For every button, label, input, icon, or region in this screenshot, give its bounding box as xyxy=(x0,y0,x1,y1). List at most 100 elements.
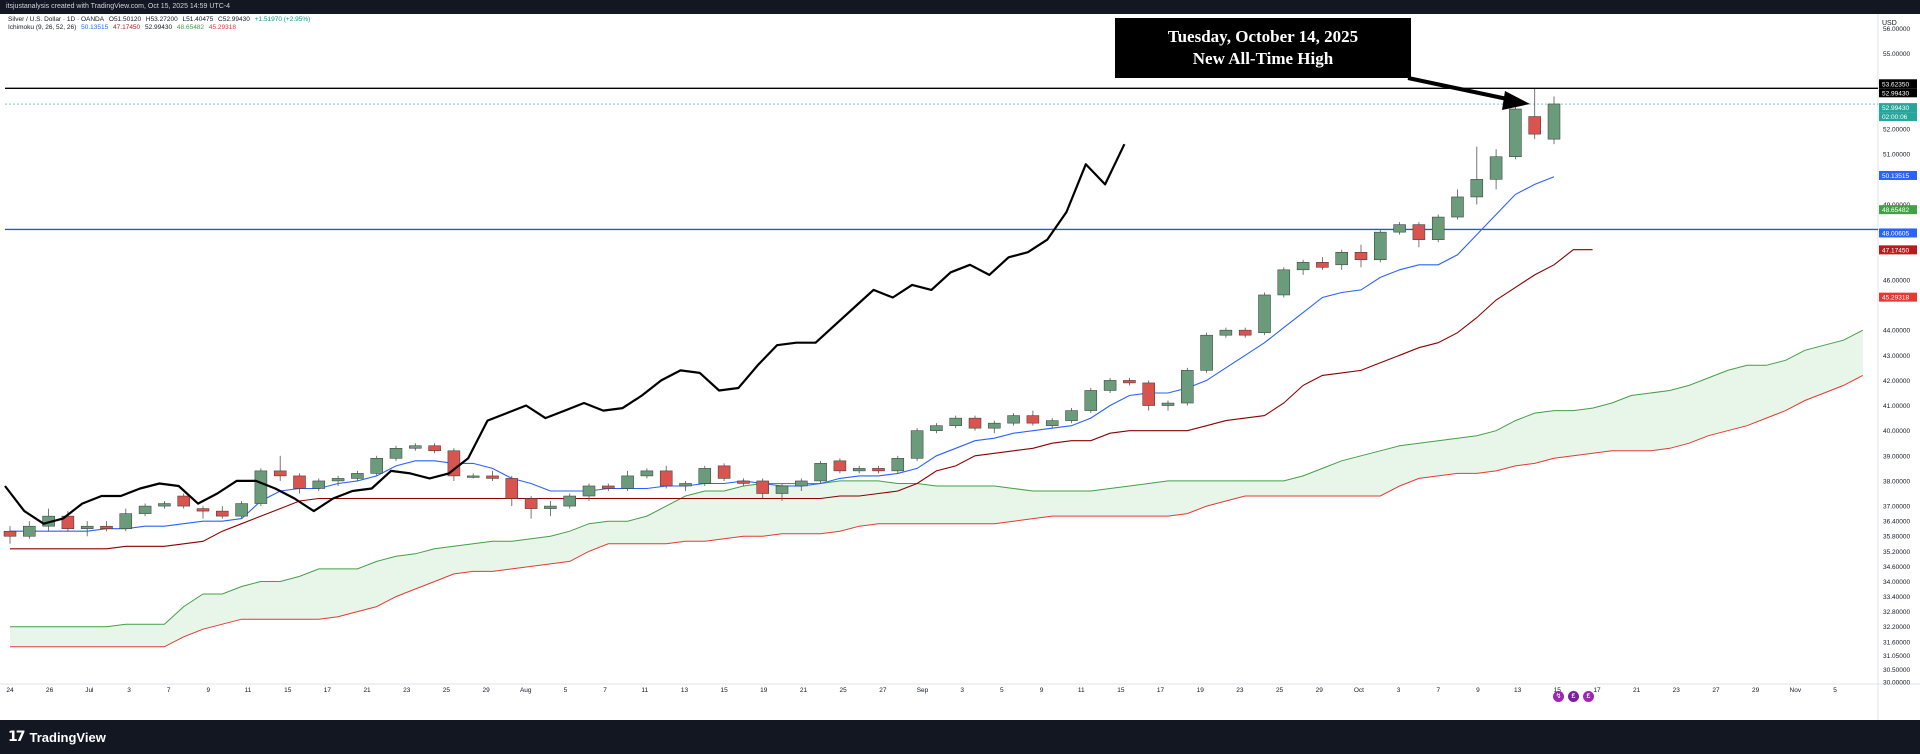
annotation-arrow-line xyxy=(1407,76,1513,102)
candle-body xyxy=(80,525,94,529)
price-tag-label: 02:00:06 xyxy=(1882,114,1908,121)
senkou-span-b-line xyxy=(10,374,1864,648)
candle-body xyxy=(679,483,692,487)
time-tick-label: 3 xyxy=(127,687,131,694)
price-chart[interactable]: 56.0000055.0000052.0000051.0000049.00000… xyxy=(0,14,1920,720)
candle-body xyxy=(1123,380,1136,384)
time-tick-label: 15 xyxy=(721,687,729,694)
event-icon-2[interactable]: ₤ xyxy=(1568,691,1579,702)
candle-body xyxy=(1354,251,1368,261)
candle-body xyxy=(1161,402,1175,406)
time-tick-label: 9 xyxy=(1040,687,1044,694)
brand-name: TradingView xyxy=(29,729,106,745)
candle-body xyxy=(1142,382,1155,406)
candle-body xyxy=(872,468,885,472)
time-tick-label: 26 xyxy=(46,687,54,694)
time-tick-label: 5 xyxy=(564,687,568,694)
candle-body xyxy=(428,445,441,452)
time-tick-label: 23 xyxy=(1236,687,1244,694)
candle-body xyxy=(1045,420,1059,426)
candle-body xyxy=(640,470,654,477)
event-icon-1[interactable]: ↯ xyxy=(1553,691,1564,702)
candle-body xyxy=(1219,329,1233,336)
ohlc-high: H53.27200 xyxy=(145,16,178,23)
top-bar: itsjustanalysis created with TradingView… xyxy=(0,0,1920,14)
indicator-name: Ichimoku (9, 26, 52, 26) xyxy=(8,24,77,31)
candle-body xyxy=(486,475,499,479)
price-tag-label: 48.65482 xyxy=(1882,207,1909,214)
indicator-value-tenkan: 50.13515 xyxy=(81,24,109,31)
candle-body xyxy=(852,468,866,472)
time-tick-label: 25 xyxy=(443,687,451,694)
price-tag-bg xyxy=(1879,79,1917,89)
tradingview-logo[interactable]: 17 TradingView xyxy=(8,729,106,745)
annotation-callout[interactable]: Tuesday, October 14, 2025 New All-Time H… xyxy=(1115,18,1411,78)
candle-body xyxy=(61,515,75,529)
event-icons: ↯ ₤ ₤ xyxy=(1553,691,1594,702)
price-tag-bg xyxy=(1879,245,1917,255)
candle-body xyxy=(833,460,847,472)
candle-body xyxy=(389,448,403,459)
header-text: itsjustanalysis created with TradingView… xyxy=(6,3,230,10)
indicator-legend: Ichimoku (9, 26, 52, 26) 50.13515 47.174… xyxy=(8,24,239,31)
annotation-arrow-head xyxy=(1502,91,1530,110)
time-tick-label: 11 xyxy=(245,687,252,694)
time-tick-label: 21 xyxy=(1633,687,1641,694)
symbol-legend: Silver / U.S. Dollar · 1D · OANDA O51.50… xyxy=(8,16,313,23)
indicator-value-kijun: 47.17450 xyxy=(113,24,141,31)
candle-body xyxy=(119,513,133,529)
ichimoku-cloud xyxy=(10,330,1863,647)
price-tick-label: 46.00000 xyxy=(1883,277,1910,284)
candle-body xyxy=(602,485,615,489)
price-tag-label: 52.99430 xyxy=(1882,105,1909,112)
candle-body xyxy=(235,503,248,517)
candle-body xyxy=(158,503,171,507)
candle-body xyxy=(544,505,557,509)
candle-body xyxy=(1026,415,1040,424)
candle-body xyxy=(1296,262,1310,271)
price-tick-label: 30.00000 xyxy=(1883,680,1910,687)
price-tick-label: 34.00000 xyxy=(1883,579,1910,586)
candle-body xyxy=(1238,329,1252,336)
price-tick-label: 35.20000 xyxy=(1883,549,1910,556)
time-tick-label: 11 xyxy=(641,687,648,694)
candle-body xyxy=(216,510,229,517)
candle-body xyxy=(756,480,769,494)
time-tick-label: 9 xyxy=(207,687,211,694)
price-tick-label: 31.60000 xyxy=(1883,639,1910,646)
candle-body xyxy=(795,480,808,487)
time-tick-label: 29 xyxy=(482,687,490,694)
candle-body xyxy=(930,425,943,431)
price-tag-bg xyxy=(1879,88,1917,98)
time-tick-label: Sep xyxy=(917,687,929,694)
price-tick-label: 35.80000 xyxy=(1883,534,1910,541)
candle-body xyxy=(1335,251,1348,266)
overlay-price-line xyxy=(4,143,1126,525)
price-tick-label: 37.00000 xyxy=(1883,504,1910,511)
candle-body xyxy=(1084,390,1098,411)
price-tag-bg xyxy=(1879,112,1917,122)
time-tick-label: 23 xyxy=(1673,687,1681,694)
time-tick-label: 11 xyxy=(1078,687,1085,694)
time-tick-label: 25 xyxy=(840,687,848,694)
ohlc-open: O51.50120 xyxy=(108,16,142,23)
price-tick-label: 43.00000 xyxy=(1883,353,1910,360)
indicator-value-spanB: 45.29318 xyxy=(208,24,236,31)
price-tick-label: 52.00000 xyxy=(1883,127,1910,134)
price-tag-label: 50.13515 xyxy=(1882,173,1909,180)
currency-label: USD xyxy=(1882,20,1897,27)
time-tick-label: 5 xyxy=(1000,687,1004,694)
candle-body xyxy=(524,498,538,509)
time-tick-label: 27 xyxy=(879,687,887,694)
candle-body xyxy=(659,470,673,487)
annotation-line-2: New All-Time High xyxy=(1192,49,1334,68)
candle-body xyxy=(138,505,152,514)
candle-body xyxy=(1509,108,1522,157)
price-tick-label: 32.20000 xyxy=(1883,624,1910,631)
time-tick-label: 25 xyxy=(1276,687,1284,694)
event-icon-3[interactable]: ₤ xyxy=(1583,691,1594,702)
time-tick-label: 29 xyxy=(1316,687,1324,694)
chart-frame[interactable]: 56.0000055.0000052.0000051.0000049.00000… xyxy=(0,14,1920,720)
price-tag-label: 53.62350 xyxy=(1882,81,1909,88)
candle-body xyxy=(891,458,905,472)
